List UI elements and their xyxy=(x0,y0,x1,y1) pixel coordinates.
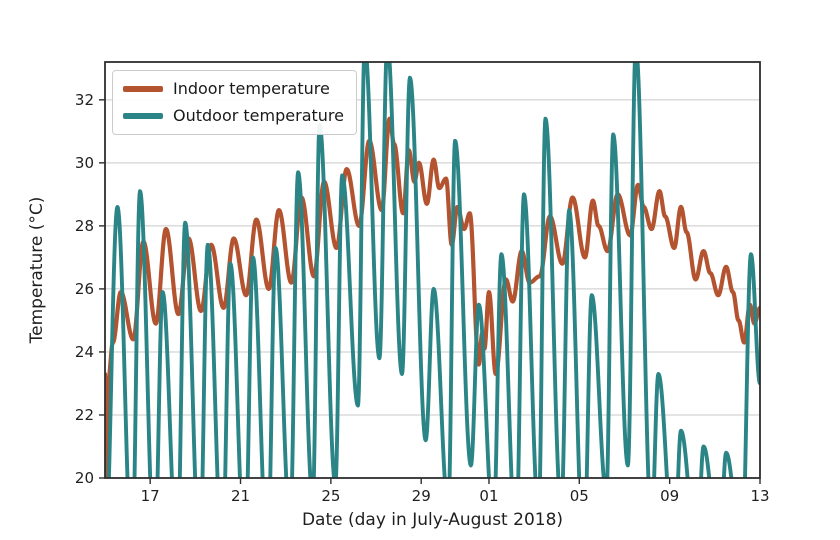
legend-item-indoor: Indoor temperature xyxy=(123,79,344,99)
y-axis-label: Temperature (°C) xyxy=(27,197,47,345)
x-tick-label: 21 xyxy=(231,487,250,505)
outdoor-line-swatch xyxy=(123,113,163,119)
y-tick-label: 22 xyxy=(75,406,94,424)
x-axis-label: Date (day in July-August 2018) xyxy=(302,510,563,530)
x-tick-label: 09 xyxy=(660,487,679,505)
legend: Indoor temperature Outdoor temperature xyxy=(112,70,357,135)
x-tick-label: 13 xyxy=(750,487,769,505)
indoor-temperature-line xyxy=(105,116,760,478)
x-tick-label: 25 xyxy=(321,487,340,505)
indoor-line-swatch xyxy=(123,86,163,92)
x-tick-label: 05 xyxy=(570,487,589,505)
legend-item-outdoor: Outdoor temperature xyxy=(123,106,344,126)
x-tick-label: 29 xyxy=(412,487,431,505)
y-tick-label: 24 xyxy=(75,343,94,361)
legend-label-outdoor: Outdoor temperature xyxy=(173,106,344,125)
x-tick-label: 17 xyxy=(141,487,160,505)
y-tick-label: 20 xyxy=(75,469,94,487)
y-tick-label: 28 xyxy=(75,217,94,235)
y-tick-label: 32 xyxy=(75,91,94,109)
axes-box xyxy=(104,61,761,479)
legend-label-indoor: Indoor temperature xyxy=(173,79,330,98)
y-tick-label: 30 xyxy=(75,154,94,172)
outdoor-temperature-line xyxy=(106,62,760,478)
y-tick-label: 26 xyxy=(75,280,94,298)
x-tick-label: 01 xyxy=(479,487,498,505)
